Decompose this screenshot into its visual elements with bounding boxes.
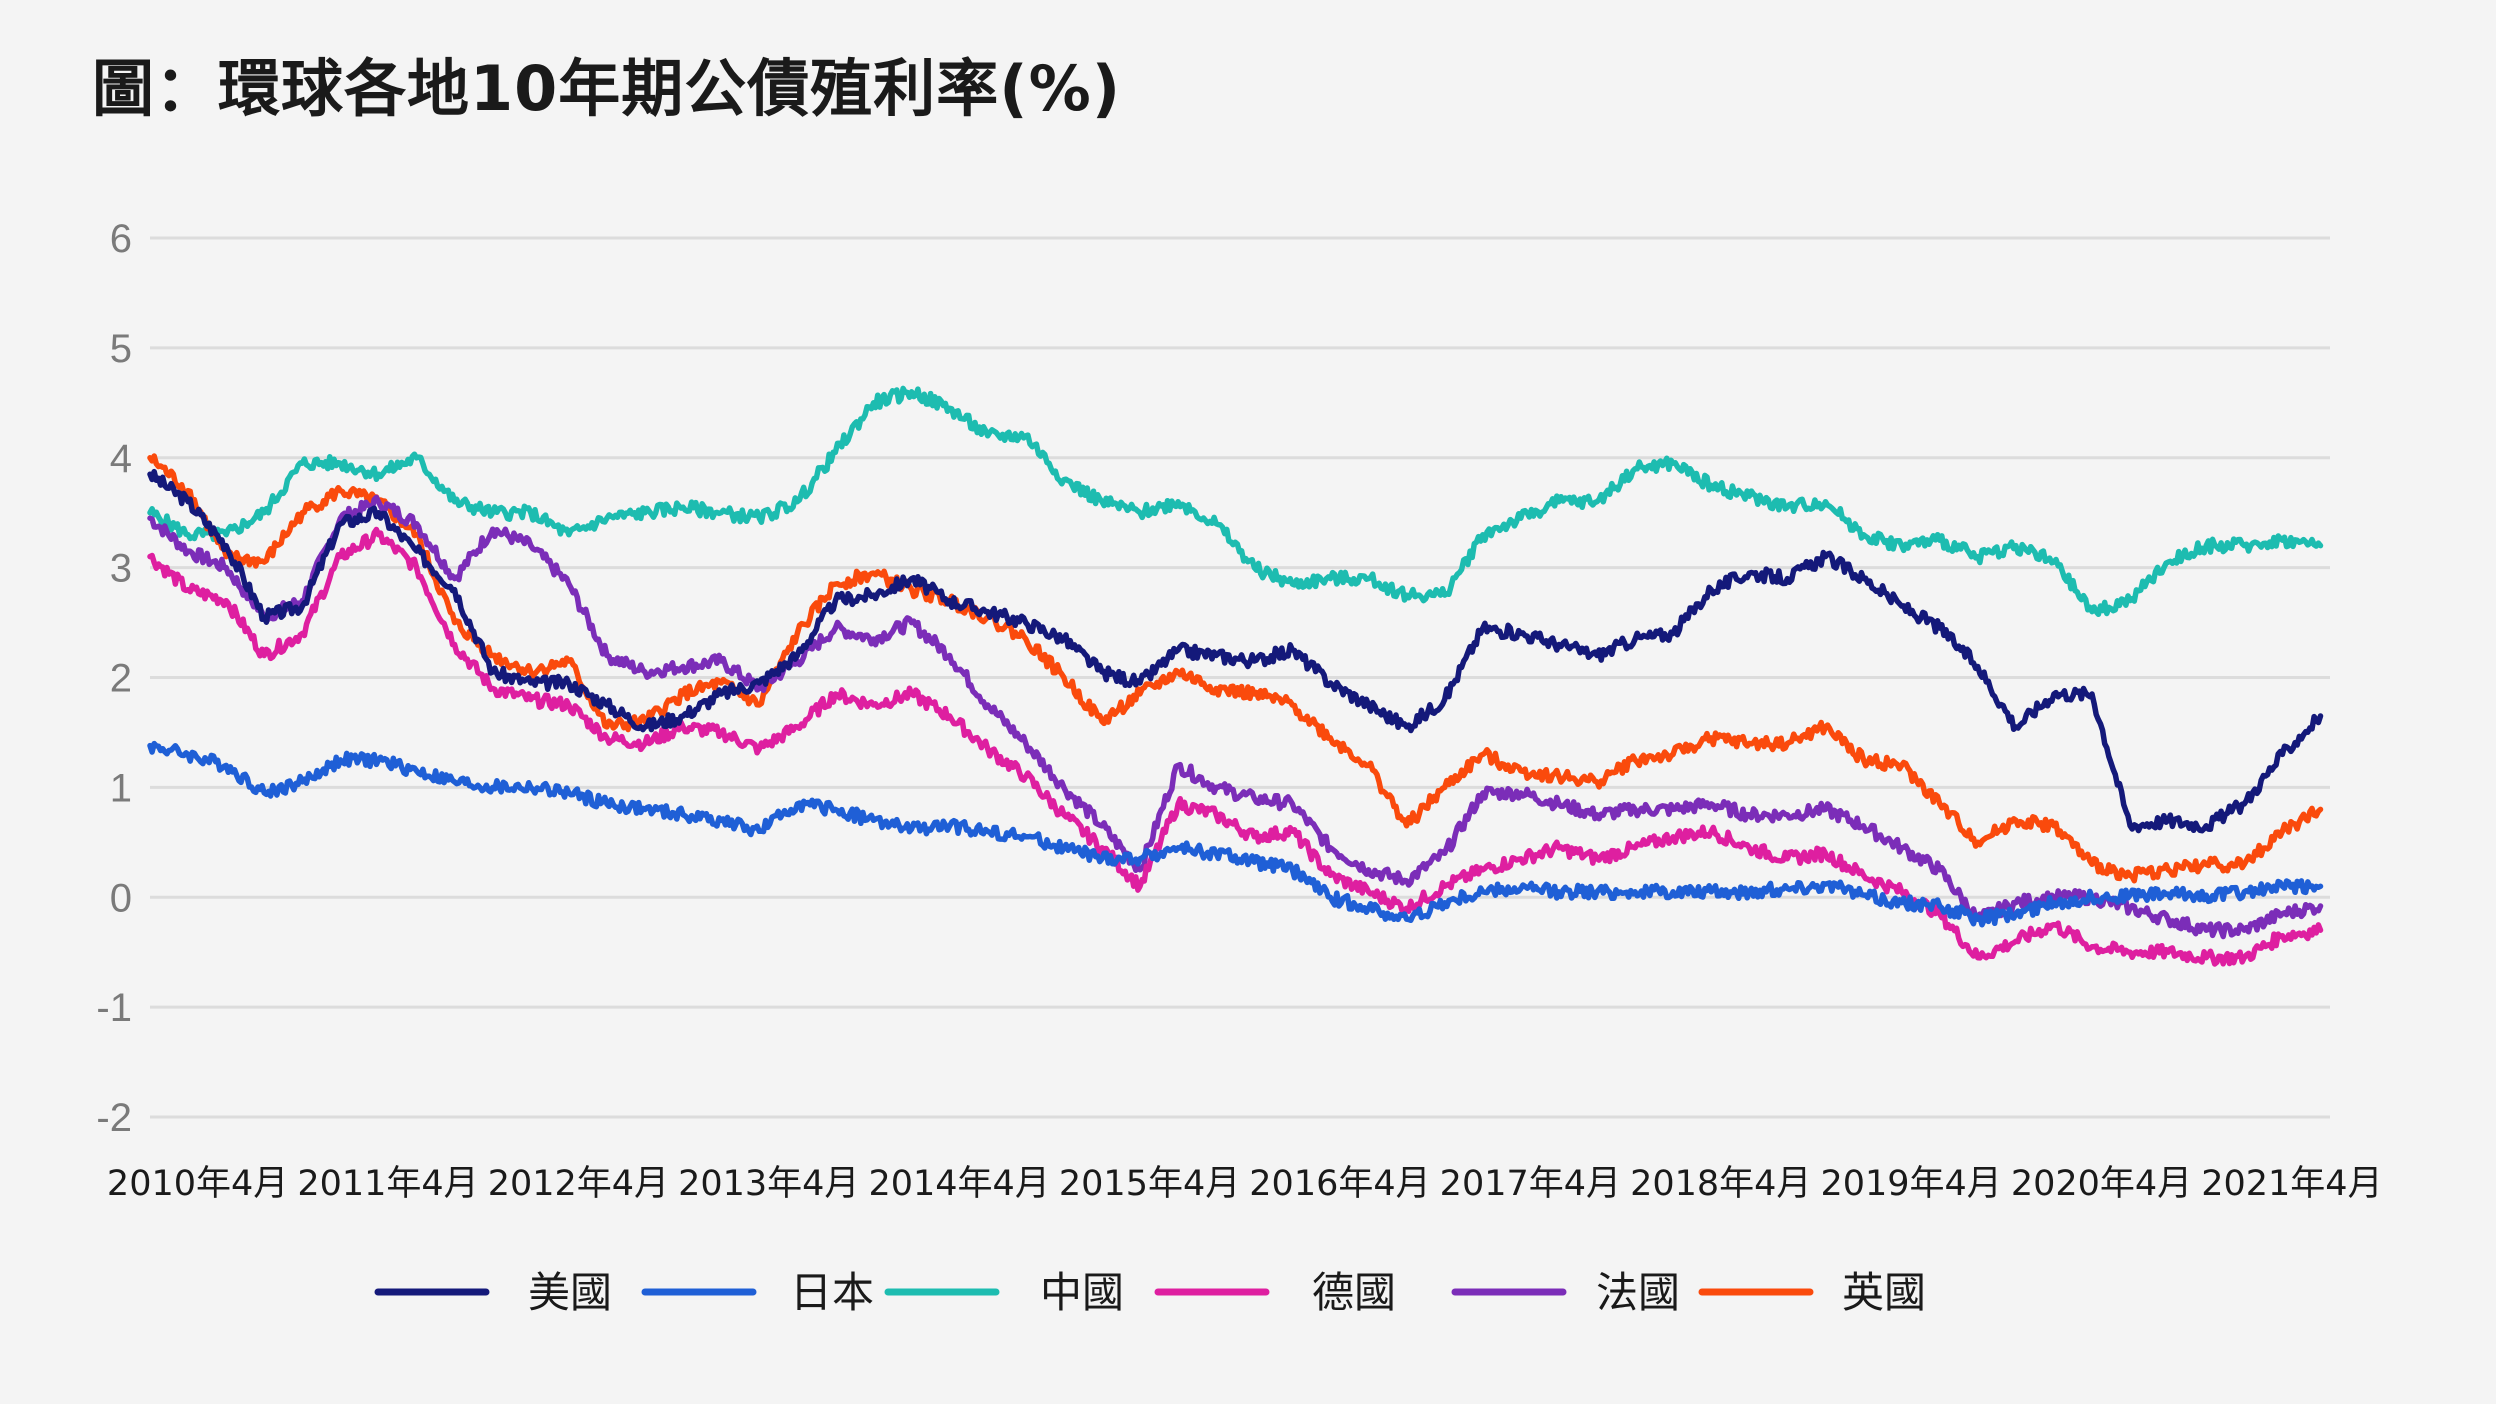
plot-area: [147, 385, 2324, 967]
legend-label: 日本: [790, 1268, 874, 1317]
y-tick-label: 3: [110, 547, 132, 591]
y-tick-label: 5: [110, 327, 132, 371]
y-tick-label: 1: [110, 766, 132, 810]
series-line-德國: [147, 526, 2324, 967]
legend-label: 德國: [1312, 1268, 1396, 1317]
y-tick-label: -2: [96, 1096, 132, 1140]
y-tick-label: -1: [96, 986, 132, 1030]
x-tick-label: 2013年4月: [678, 1164, 859, 1204]
series-line-英國: [147, 453, 2324, 884]
series-line-日本: [147, 740, 2324, 928]
legend-label: 美國: [528, 1268, 612, 1317]
legend-label: 法國: [1596, 1268, 1680, 1317]
series-line-法國: [147, 494, 2324, 940]
y-tick-label: 2: [110, 657, 132, 701]
x-tick-label: 2012年4月: [488, 1164, 669, 1204]
legend-label: 英國: [1842, 1268, 1926, 1317]
x-tick-label: 2017年4月: [1440, 1164, 1621, 1204]
x-tick-label: 2021年4月: [2201, 1164, 2382, 1204]
y-tick-label: 6: [110, 217, 132, 261]
x-tick-label: 2016年4月: [1249, 1164, 1430, 1204]
x-tick-label: 2020年4月: [2011, 1164, 2192, 1204]
x-tick-label: 2018年4月: [1630, 1164, 1811, 1204]
legend-label: 中國: [1040, 1268, 1124, 1317]
y-tick-label: 0: [110, 876, 132, 920]
grid-lines: [150, 236, 2330, 1119]
x-tick-label: 2010年4月: [107, 1164, 288, 1204]
x-tick-label: 2011年4月: [297, 1164, 478, 1204]
x-axis-ticks: 2010年4月 2011年4月 2012年4月 2013年4月 2014年4月 2015年…: [107, 1164, 2383, 1204]
x-tick-label: 2015年4月: [1059, 1164, 1240, 1204]
x-tick-label: 2019年4月: [1820, 1164, 2001, 1204]
series-line-中國: [147, 385, 2324, 618]
chart-title: 圖：環球各地10年期公債殖利率(%): [92, 52, 1122, 125]
y-tick-label: 4: [110, 437, 132, 481]
x-tick-label: 2014年4月: [868, 1164, 1049, 1204]
legend: 美國 日本 中國 德國 法國 英國: [374, 1268, 1926, 1317]
y-axis-ticks: 6 5 4 3 2 1 0 -1 -2: [96, 217, 132, 1140]
series-line-美國: [147, 468, 2324, 834]
